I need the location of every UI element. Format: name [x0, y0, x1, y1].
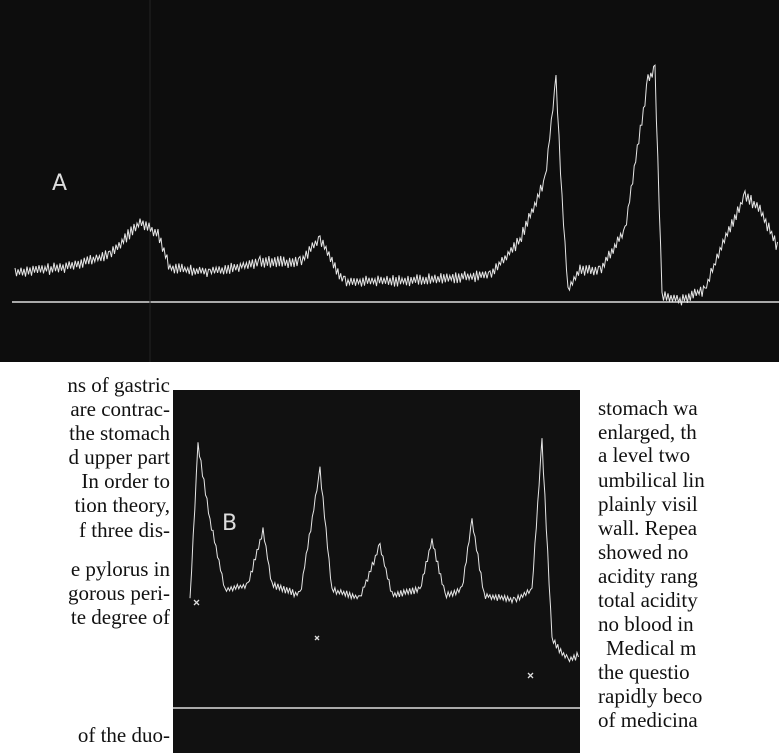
- text-line: tion theory,: [74, 493, 170, 517]
- text-line: of the duo-: [77, 723, 170, 747]
- text-line: are contrac-: [70, 397, 170, 421]
- right-column: stomach wa enlarged, th a level two umbilic…: [598, 0, 779, 753]
- figure-b-background: [173, 390, 580, 753]
- text-line: enlarged, th: [598, 420, 697, 444]
- figure-a-tracing: [14, 64, 778, 306]
- text-line: showed no: [598, 540, 689, 564]
- text-line: rapidly beco: [598, 684, 703, 708]
- text-line: ns of gastric: [67, 373, 170, 397]
- text-line: of medicina: [598, 708, 698, 732]
- figure-b-tracing: [189, 438, 579, 663]
- text-line: e pylorus in: [70, 557, 170, 581]
- text-line: wall. Repea: [598, 516, 698, 540]
- text-line: Medical m: [606, 636, 697, 660]
- text-line: f three dis-: [79, 518, 170, 542]
- figure-a-label: A: [52, 171, 67, 196]
- text-line: umbilical lin: [598, 468, 705, 492]
- text-line: stomach wa: [598, 396, 698, 420]
- figure-b-label: B: [222, 511, 237, 536]
- text-line: te degree of: [70, 605, 170, 629]
- text-line: the questio: [598, 660, 690, 684]
- text-line: a level two: [598, 443, 691, 467]
- text-line: total acidity: [598, 588, 698, 612]
- text-line: acidity rang: [598, 564, 698, 588]
- figure-b-markers: [193, 599, 534, 679]
- text-line: gorous peri-: [67, 581, 170, 605]
- text-line: d upper part: [68, 445, 170, 469]
- text-line: no blood in: [598, 612, 694, 636]
- text-line: plainly visil: [598, 492, 698, 516]
- text-line: In order to: [81, 469, 170, 493]
- text-line: the stomach: [69, 421, 170, 445]
- left-column: ns of gastric are contrac-the stomach d up…: [0, 0, 172, 753]
